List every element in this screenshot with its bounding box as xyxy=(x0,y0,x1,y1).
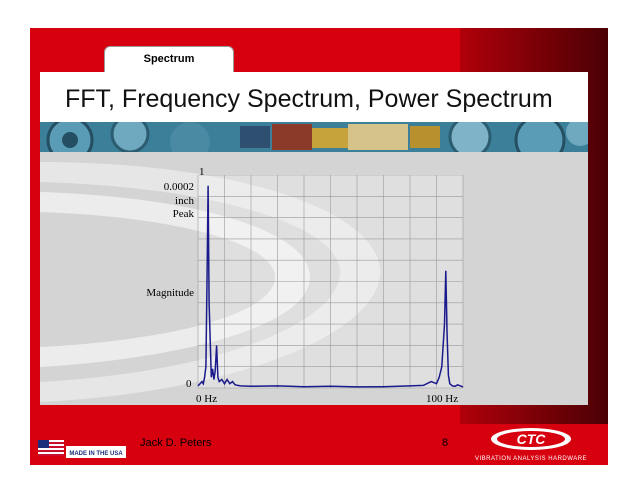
slide-title: FFT, Frequency Spectrum, Power Spectrum xyxy=(65,85,553,113)
y-bottom-tick-label: 0 xyxy=(186,378,192,390)
y-top-tick-label: 1 xyxy=(199,166,205,178)
plot-grid xyxy=(197,175,464,389)
content-area xyxy=(40,152,588,405)
slide: Spectrum FFT, Frequency Spectrum, Power … xyxy=(30,28,608,465)
gears-banner-image xyxy=(40,122,588,152)
y-axis-label: Magnitude xyxy=(146,287,194,299)
footer-page-number: 8 xyxy=(442,437,449,449)
x-tick-label-end: 100 Hz xyxy=(426,393,459,405)
made-in-usa-logo: MADE IN THE USA xyxy=(38,440,126,458)
title-bar: FFT, Frequency Spectrum, Power Spectrum xyxy=(40,72,588,122)
gear-banner xyxy=(40,122,588,152)
section-tab: Spectrum xyxy=(104,46,234,73)
ctc-logo-subtitle: Vibration Analysis Hardware xyxy=(475,456,587,462)
footer-author: Jack D. Peters xyxy=(140,437,212,449)
background-swoosh xyxy=(40,152,588,405)
x-tick-label-start: 0 Hz xyxy=(196,393,218,405)
ctc-logo: CTC Vibration Analysis Hardware xyxy=(475,428,587,462)
spectrum-trace xyxy=(197,185,464,388)
y-unit-line-2: inch xyxy=(175,195,194,207)
section-tab-label: Spectrum xyxy=(143,53,195,65)
y-unit-line-1: 0.0002 xyxy=(163,181,194,193)
ctc-logo-text: CTC xyxy=(517,431,547,447)
usa-logo-text: MADE IN THE USA xyxy=(69,451,123,457)
spectrum-plot xyxy=(197,175,464,389)
y-unit-line-3: Peak xyxy=(172,208,194,220)
